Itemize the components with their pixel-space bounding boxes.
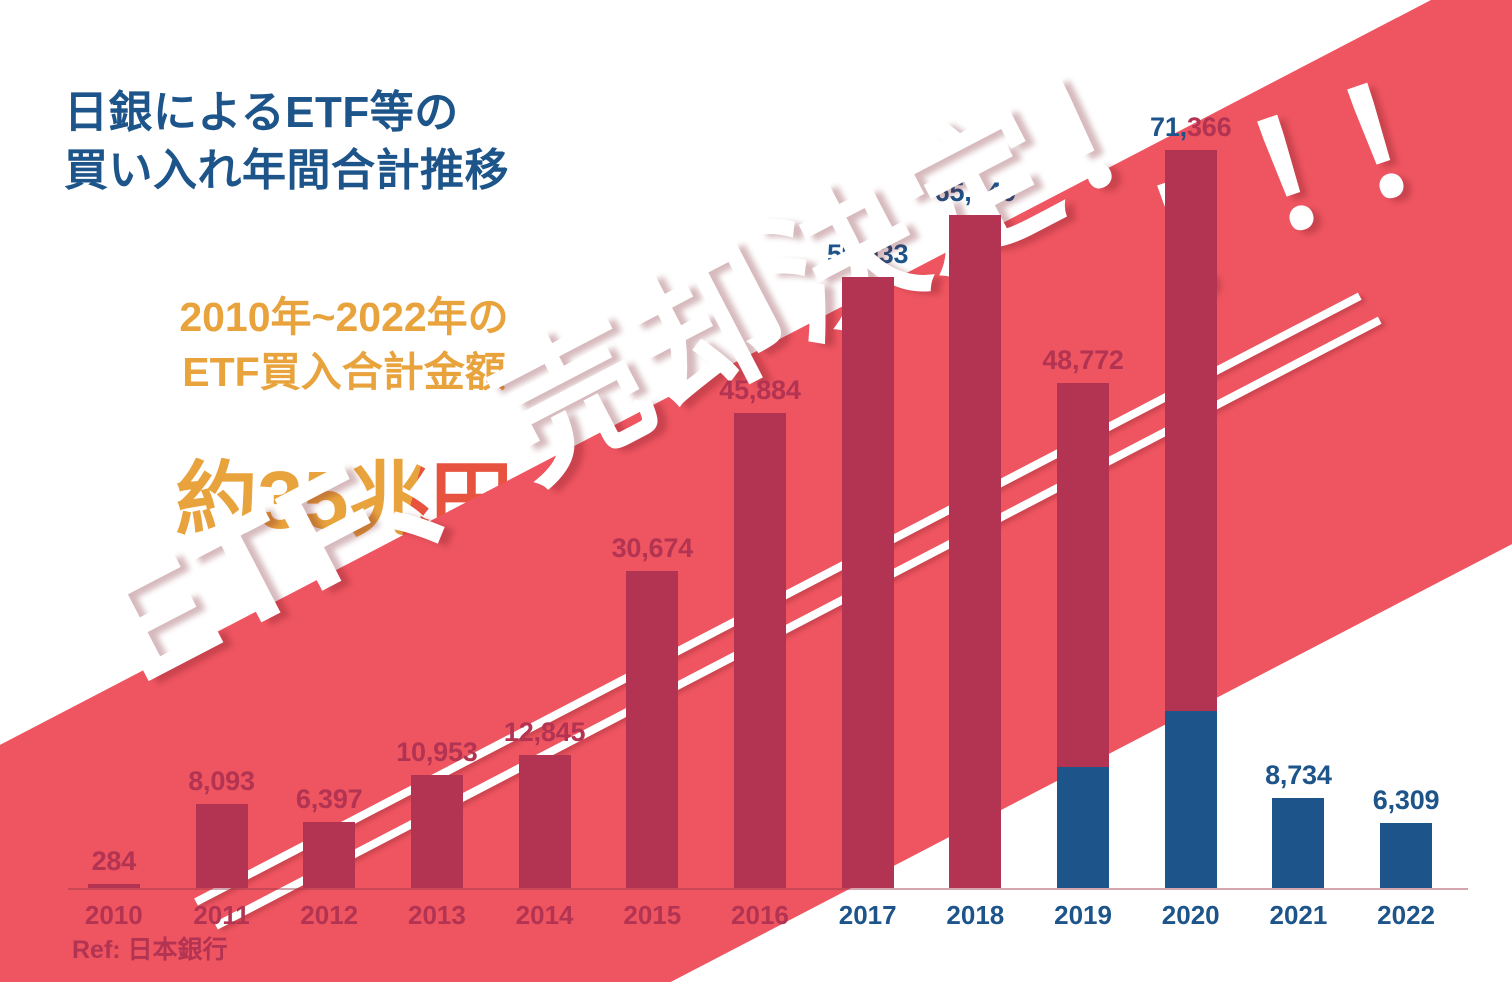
bar bbox=[626, 571, 679, 888]
source-reference: Ref: 日本銀行 bbox=[72, 936, 228, 964]
bar bbox=[1380, 823, 1433, 888]
x-axis-tick-label: 2015 bbox=[623, 900, 682, 930]
bar bbox=[410, 775, 463, 888]
bar bbox=[303, 822, 356, 888]
x-axis-tick-label: 2012 bbox=[300, 900, 359, 930]
bar-slot: 6,309 bbox=[1352, 60, 1460, 888]
x-axis-labels: 2010 2011 2012 2013 2014 2015 2016 2017 2018 2019… bbox=[60, 900, 1460, 931]
x-axis-tick-label: 2018 bbox=[946, 900, 1005, 930]
bar-value-label: 65,040 bbox=[934, 177, 1017, 207]
bar-value-label: 30,674 bbox=[611, 533, 694, 563]
bar bbox=[841, 277, 894, 888]
x-axis-tick-label: 2013 bbox=[407, 900, 466, 930]
bar bbox=[1057, 383, 1110, 888]
bar-value-label: 6,397 bbox=[295, 784, 363, 814]
bar-slot: 65,040 bbox=[922, 60, 1030, 888]
bar-value-label: 8,093 bbox=[188, 766, 255, 796]
bar-slot: 48,772 bbox=[1029, 60, 1137, 888]
bar bbox=[949, 215, 1002, 888]
bar-slot: 71,366 bbox=[1137, 60, 1245, 888]
bar bbox=[1272, 798, 1325, 888]
bar-value-label: 45,884 bbox=[719, 375, 801, 405]
bar-slot: 45,884 bbox=[706, 60, 814, 888]
page-title: 日銀によるETF等の 買い入れ年間合計推移 bbox=[64, 88, 509, 196]
x-axis-tick-label: 2016 bbox=[731, 900, 789, 930]
bar-value-label: 48,772 bbox=[1042, 345, 1124, 375]
bar bbox=[195, 804, 248, 888]
total-amount-highlight: 約35兆円 bbox=[74, 457, 614, 544]
x-axis-tick-label: 2014 bbox=[515, 900, 574, 930]
x-axis-tick-label: 2022 bbox=[1377, 900, 1436, 930]
bar-value-label: 284 bbox=[91, 846, 137, 876]
x-axis-tick-label: 2019 bbox=[1054, 900, 1112, 930]
bar-slot: 8,734 bbox=[1245, 60, 1353, 888]
x-axis-tick-label: 2010 bbox=[84, 900, 143, 930]
bar-value-label: 10,953 bbox=[396, 737, 478, 767]
bar-slot: 59,033 bbox=[814, 60, 922, 888]
subtitle-total-label: 2010年~2022年の ETF買入合計金額 bbox=[179, 294, 509, 395]
bar-value-label: 71,366 bbox=[1150, 112, 1232, 142]
x-axis-tick-label: 2021 bbox=[1269, 900, 1328, 930]
bar-value-label: 12,845 bbox=[503, 717, 586, 747]
bar bbox=[518, 755, 571, 888]
x-axis-tick-label: 2011 bbox=[193, 900, 250, 930]
bar-value-label: 6,309 bbox=[1372, 785, 1440, 815]
bar-value-label: 59,033 bbox=[826, 239, 909, 269]
x-axis-line bbox=[68, 888, 1468, 890]
bar bbox=[1164, 150, 1217, 888]
bar-slot: 30,674 bbox=[598, 60, 706, 888]
bar bbox=[733, 413, 786, 888]
bar-value-label: 8,734 bbox=[1265, 760, 1332, 790]
x-axis-tick-label: 2017 bbox=[838, 900, 897, 930]
x-axis-tick-label: 2020 bbox=[1161, 900, 1220, 930]
